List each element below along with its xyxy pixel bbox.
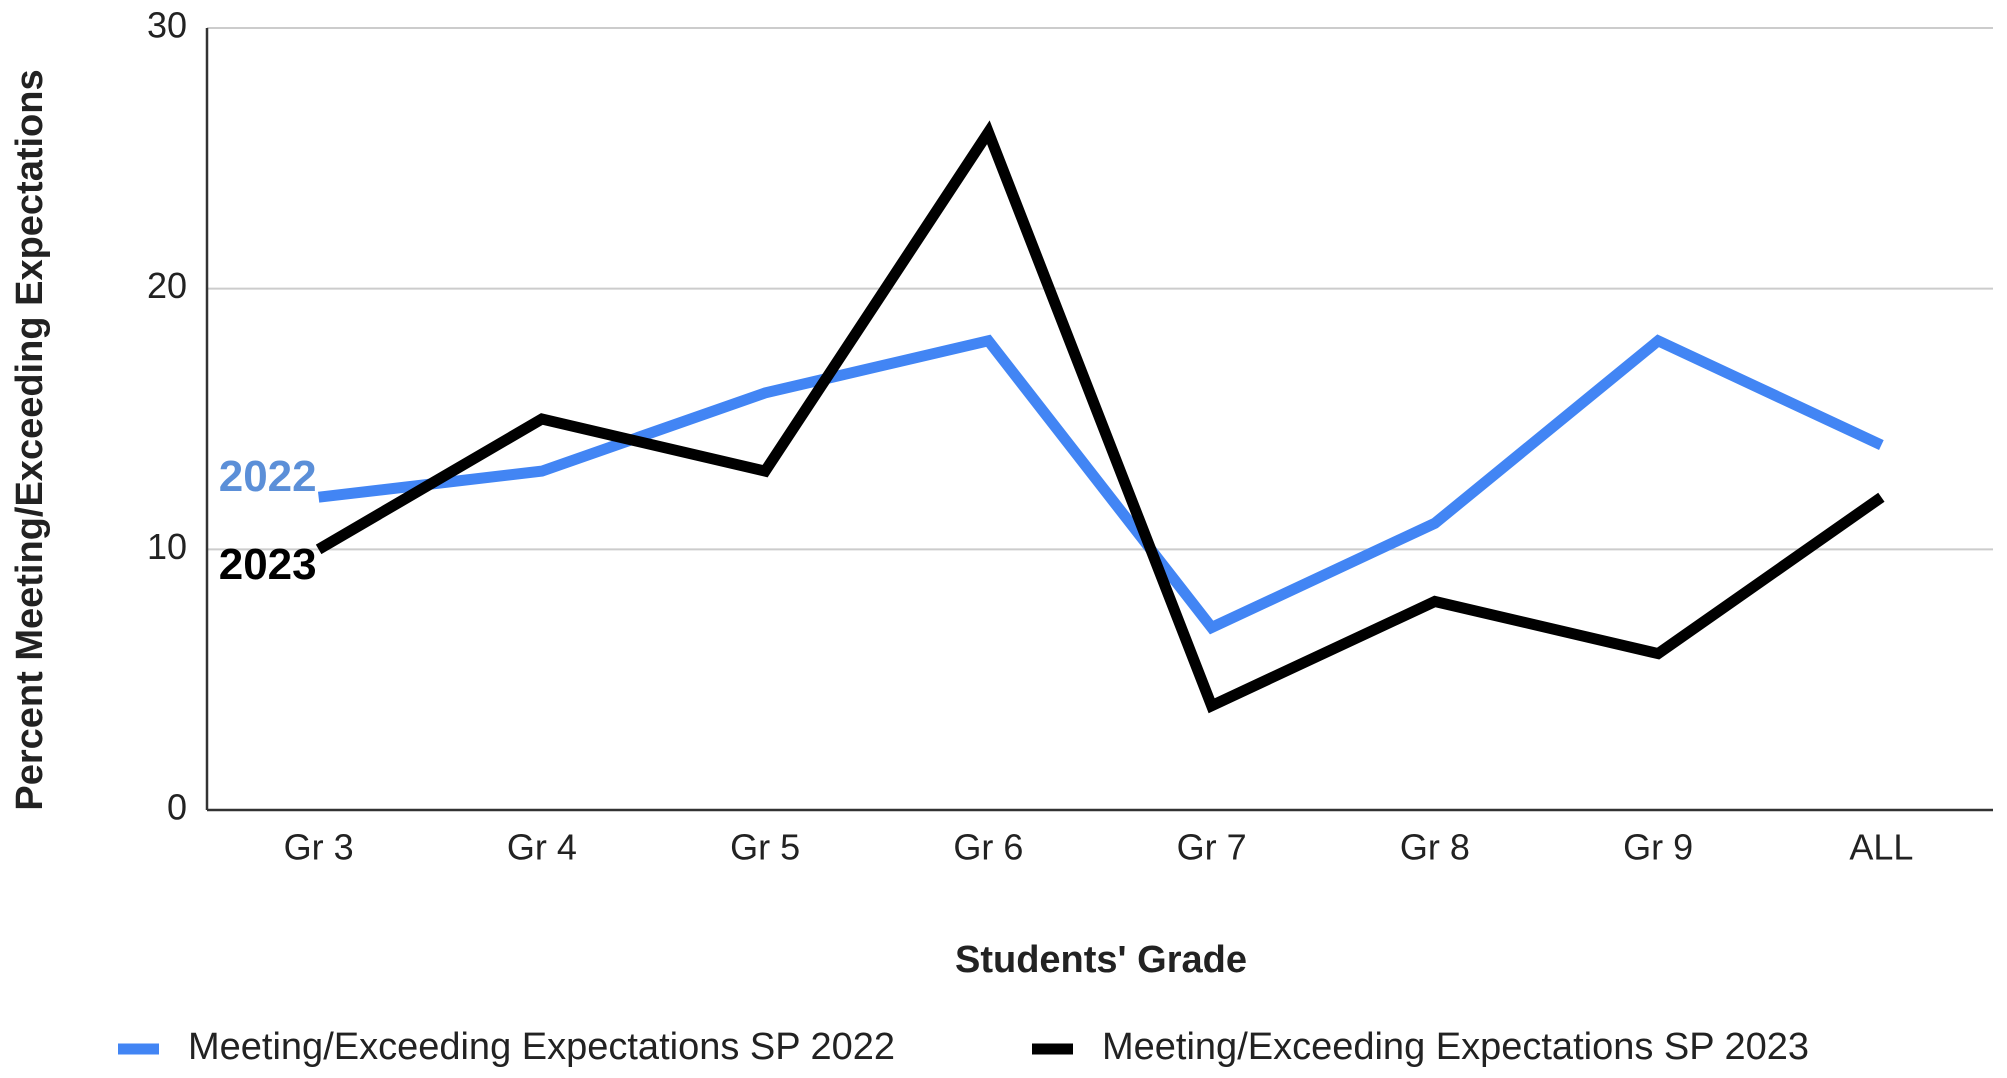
annotation: 2023	[219, 540, 317, 589]
x-axis-title: Students' Grade	[955, 939, 1247, 981]
series-line	[315, 120, 1885, 714]
y-tick-label: 10	[147, 526, 187, 567]
y-tick-label: 30	[147, 5, 187, 46]
x-tick-label: Gr 3	[284, 827, 354, 868]
x-tick-label: Gr 7	[1177, 827, 1247, 868]
series-line	[317, 334, 1884, 635]
legend-label: Meeting/Exceeding Expectations SP 2023	[1102, 1026, 1809, 1068]
x-tick-label: Gr 9	[1623, 827, 1693, 868]
x-tick-label: Gr 6	[953, 827, 1023, 868]
legend-label: Meeting/Exceeding Expectations SP 2022	[188, 1026, 895, 1068]
x-tick-label: Gr 8	[1400, 827, 1470, 868]
x-tick-label: Gr 4	[507, 827, 577, 868]
y-tick-label: 20	[147, 265, 187, 306]
y-tick-label: 0	[167, 787, 187, 828]
annotation: 2022	[219, 452, 317, 501]
x-tick-label: ALL	[1849, 827, 1913, 868]
y-axis-title: Percent Meeting/Exceeding Expectations	[9, 69, 51, 810]
x-tick-label: Gr 5	[730, 827, 800, 868]
